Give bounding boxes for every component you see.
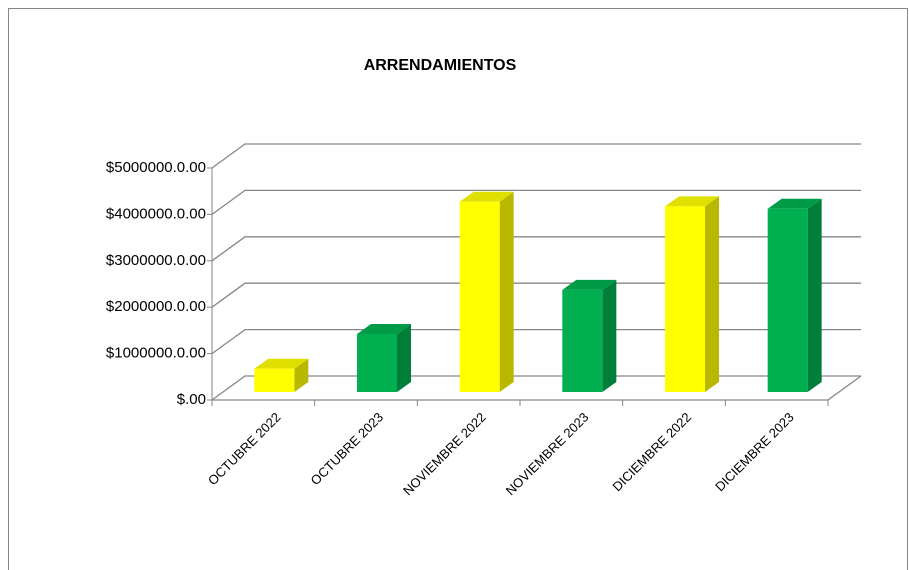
bar <box>767 198 822 392</box>
y-tick-label: $3000000.0.00 <box>106 252 206 269</box>
bar-side <box>602 279 617 392</box>
x-tick-label: DICIEMBRE 2022 <box>609 410 694 495</box>
bar-front <box>254 368 295 392</box>
chart-border <box>8 8 908 570</box>
bar-front <box>357 334 397 392</box>
bar-front <box>562 289 603 392</box>
grid-line <box>211 328 861 355</box>
bar-top <box>459 191 514 202</box>
bar-side <box>397 324 411 392</box>
bar <box>357 324 411 392</box>
x-tick-label: OCTUBRE 2023 <box>308 410 387 489</box>
bar-side <box>499 191 514 392</box>
grid-line <box>211 375 861 401</box>
bar-side <box>294 358 309 392</box>
bar-top <box>562 279 617 290</box>
bar-side <box>705 196 719 392</box>
bar <box>562 279 617 392</box>
y-tick-label: $4000000.0.00 <box>106 205 206 222</box>
grid-line <box>211 282 861 308</box>
bar <box>254 358 309 392</box>
grid-line <box>211 236 861 262</box>
y-tick-label: $2000000.0.00 <box>106 298 206 315</box>
y-tick-label: $1000000.0.00 <box>106 345 206 362</box>
x-tick-label: NOVIEMBRE 2022 <box>400 410 489 499</box>
bar-top <box>254 358 309 369</box>
grid-line <box>211 143 861 169</box>
bar-top <box>357 324 411 334</box>
x-tick-label: OCTUBRE 2022 <box>205 410 284 489</box>
bar <box>665 196 719 392</box>
x-tick-label: DICIEMBRE 2023 <box>712 410 797 495</box>
bar-top <box>767 198 822 209</box>
bar <box>459 191 514 392</box>
x-tick-label: NOVIEMBRE 2023 <box>503 410 592 499</box>
chart-title: ARRENDAMIENTOS <box>364 57 517 74</box>
bar-front <box>459 201 500 392</box>
bar-top <box>665 196 719 207</box>
bar-front <box>665 206 705 392</box>
grid-line <box>211 189 861 215</box>
y-tick-label: $5000000.0.00 <box>106 159 206 176</box>
floor-edge <box>212 375 862 401</box>
y-tick-label: $.00 <box>177 391 206 408</box>
bar-front <box>767 208 808 392</box>
bar-side <box>807 198 822 392</box>
